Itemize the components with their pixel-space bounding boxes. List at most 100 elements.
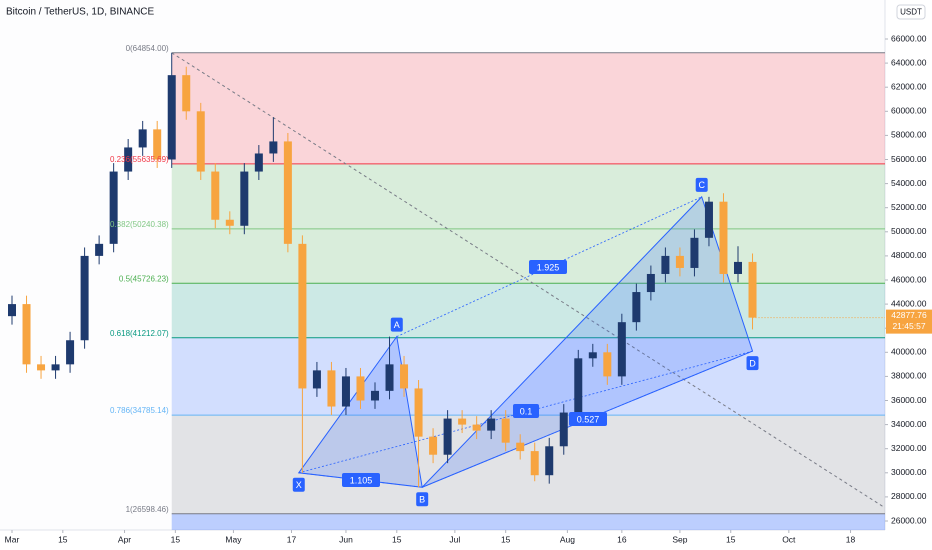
fib-zone [171,513,886,530]
candle-body [530,451,539,476]
candle-body [400,364,409,389]
y-tick-label: 44000.00 [891,298,927,308]
y-tick-label: 30000.00 [891,467,927,477]
fib-label: 1(26598.46) [126,505,169,514]
x-tick-label: Mar [5,534,20,544]
candle-body [617,322,626,377]
y-tick-label: 32000.00 [891,443,927,453]
candle-body [545,446,554,476]
x-tick-label: 15 [58,534,68,544]
candle-body [588,352,597,359]
candle-body [240,171,249,226]
pattern-point-label: C [698,180,705,190]
candle-body [254,153,263,172]
candle-body [646,273,655,293]
y-tick-label: 40000.00 [891,347,927,357]
pattern-point-label: A [394,320,400,330]
ratio-box [342,473,380,487]
y-tick-label: 52000.00 [891,202,927,212]
candle-body [341,376,350,407]
currency-label[interactable]: USDT [900,8,922,17]
y-tick-label: 54000.00 [891,178,927,188]
candle-body [167,75,176,160]
candle-body [559,412,568,447]
fib-label: 0(64854.00) [126,44,169,53]
y-tick-label: 46000.00 [891,274,927,284]
candle-body [661,255,670,274]
candle-body [80,255,89,341]
y-tick-label: 34000.00 [891,419,927,429]
pattern-point-box [292,477,305,492]
candle-body [574,358,583,413]
y-tick-label: 56000.00 [891,154,927,164]
x-tick-label: 15 [501,534,511,544]
y-tick-label: 50000.00 [891,226,927,236]
fib-label: 0.786(34785.14) [110,406,169,415]
candle-body [704,201,713,238]
y-tick-label: 36000.00 [891,395,927,405]
candle-body [153,129,162,160]
y-tick-label: 62000.00 [891,81,927,91]
candle-body [211,171,220,220]
x-tick-label: Apr [118,534,131,544]
price-axis-bg [885,0,932,550]
candle-body [472,424,481,431]
y-tick-label: 26000.00 [891,515,927,525]
candle-body [66,340,75,365]
x-tick-label: Jun [339,534,353,544]
pattern-point-box [416,492,429,507]
candle-body [95,243,104,256]
y-tick-label: 60000.00 [891,106,927,116]
candle-body [298,243,307,389]
candle-body [182,75,191,112]
candle-body [109,171,118,244]
candle-body [196,111,205,172]
candle-body [603,352,612,377]
fib-label: 0.236(55635.69) [110,155,169,164]
x-tick-label: 17 [287,534,297,544]
y-tick-label: 66000.00 [891,33,927,43]
ratio-label: 1.925 [537,262,560,272]
ratio-box [569,412,607,426]
last-price-label: 42877.76 [891,310,927,320]
fib-zone [171,163,886,229]
candle-body [675,255,684,268]
pattern-point-box [746,356,759,371]
candle-body [51,364,60,371]
pattern-point-box [390,317,403,332]
currency-button[interactable] [896,4,926,20]
candle-body [429,436,438,455]
candle-body [385,364,394,391]
x-tick-label: Oct [782,534,796,544]
x-tick-label: 18 [846,534,856,544]
candle-body [283,141,292,244]
y-tick-label: 64000.00 [891,57,927,67]
candle-body [690,237,699,268]
candle-body [138,129,147,148]
candle-body [516,442,525,452]
x-tick-label: Jul [449,534,460,544]
pattern-point-box [695,177,708,192]
candle-body [269,141,278,154]
pattern-point-label: X [296,480,302,490]
candle-body [312,370,321,389]
candle-body [371,390,379,401]
pattern-point-label: B [419,495,425,505]
ratio-label: 0.527 [577,414,600,424]
candle-body [501,418,510,443]
x-tick-label: Sep [672,534,687,544]
fib-label: 0.5(45726.23) [119,274,169,283]
candle-body [458,418,467,425]
chart-title: Bitcoin / TetherUS, 1D, BINANCE [6,7,155,18]
countdown-label: 21:45:57 [892,321,925,331]
fib-zone [171,52,886,164]
x-tick-label: 15 [726,534,736,544]
ratio-label: 0.1 [520,406,533,416]
pattern-point-label: D [749,358,756,368]
last-price-box [886,309,932,334]
candle-body [632,292,641,323]
ratio-box [529,260,567,274]
candle-body [225,219,234,226]
ratio-box [513,404,539,418]
